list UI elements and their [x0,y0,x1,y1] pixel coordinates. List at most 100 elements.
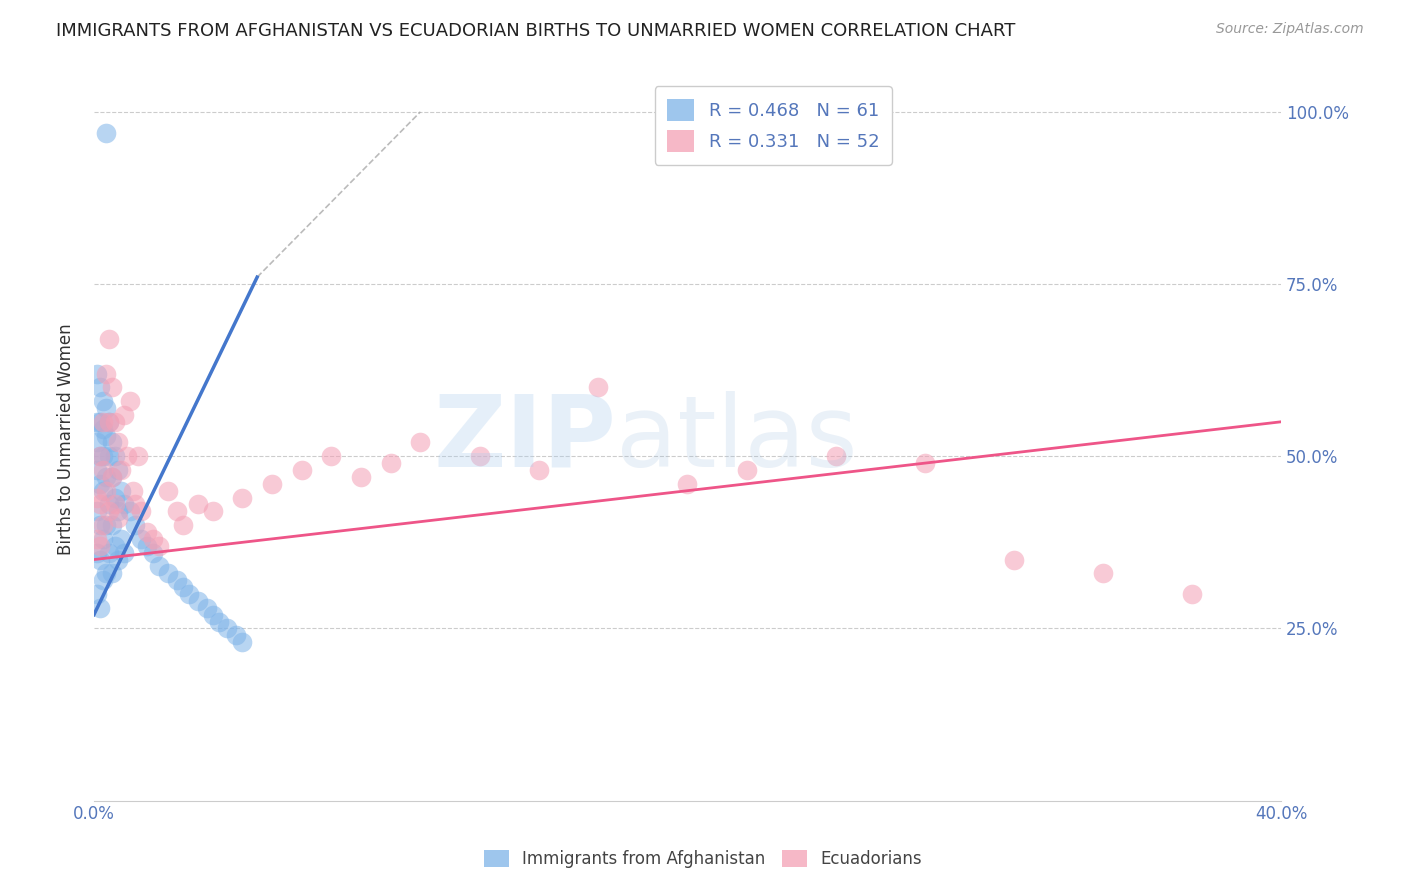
Point [118,504,141,518]
Point [100,380,122,394]
Point [86,504,108,518]
Point [124,498,146,512]
Point [231,635,253,649]
Point [89,498,111,512]
Point [527,463,550,477]
Point [118,394,141,409]
Point [89,380,111,394]
Point [824,449,846,463]
Point [1091,566,1114,581]
Point [91,483,114,498]
Point [104,491,127,505]
Point [166,573,188,587]
Point [86,463,108,477]
Point [100,470,122,484]
Point [207,615,229,629]
Point [107,552,129,566]
Point [86,367,108,381]
Point [94,367,117,381]
Point [321,449,343,463]
Point [148,559,170,574]
Point [86,491,108,505]
Point [91,518,114,533]
Point [350,470,373,484]
Point [136,524,159,539]
Point [89,539,111,553]
Point [86,587,108,601]
Point [104,498,127,512]
Point [201,504,224,518]
Point [100,566,122,581]
Point [112,546,135,560]
Point [100,470,122,484]
Point [107,504,129,518]
Point [86,532,108,546]
Point [142,546,165,560]
Point [91,422,114,436]
Point [100,518,122,533]
Point [136,539,159,553]
Point [1181,587,1204,601]
Point [157,566,180,581]
Point [291,463,314,477]
Point [107,511,129,525]
Point [89,415,111,429]
Text: atlas: atlas [616,391,858,488]
Point [94,126,117,140]
Point [97,332,120,346]
Point [110,463,132,477]
Point [91,463,114,477]
Point [217,622,239,636]
Point [121,483,143,498]
Point [107,435,129,450]
Point [97,415,120,429]
Point [86,435,108,450]
Text: Source: ZipAtlas.com: Source: ZipAtlas.com [1216,22,1364,37]
Point [97,546,120,560]
Point [166,504,188,518]
Text: IMMIGRANTS FROM AFGHANISTAN VS ECUADORIAN BIRTHS TO UNMARRIED WOMEN CORRELATION : IMMIGRANTS FROM AFGHANISTAN VS ECUADORIA… [56,22,1015,40]
Point [97,504,120,518]
Point [157,483,180,498]
Point [131,532,153,546]
Point [104,449,127,463]
Point [104,415,127,429]
Legend: Immigrants from Afghanistan, Ecuadorians: Immigrants from Afghanistan, Ecuadorians [477,843,929,875]
Point [148,539,170,553]
Point [104,539,127,553]
Point [89,476,111,491]
Point [107,463,129,477]
Point [89,449,111,463]
Point [86,415,108,429]
Point [91,573,114,587]
Legend: R = 0.468   N = 61, R = 0.331   N = 52: R = 0.468 N = 61, R = 0.331 N = 52 [655,87,891,165]
Point [914,456,936,470]
Point [187,594,209,608]
Point [91,415,114,429]
Point [231,491,253,505]
Point [94,470,117,484]
Point [91,394,114,409]
Point [409,435,432,450]
Point [1002,552,1025,566]
Point [124,518,146,533]
Point [172,580,194,594]
Point [195,600,218,615]
Point [127,449,149,463]
Point [89,449,111,463]
Point [97,449,120,463]
Point [201,607,224,622]
Point [94,428,117,442]
Point [468,449,491,463]
Point [89,518,111,533]
Point [94,483,117,498]
Point [91,532,114,546]
Point [735,463,758,477]
Point [676,476,699,491]
Text: ZIP: ZIP [433,391,616,488]
Point [91,449,114,463]
Point [142,532,165,546]
Point [112,408,135,422]
Point [100,435,122,450]
Point [177,587,200,601]
